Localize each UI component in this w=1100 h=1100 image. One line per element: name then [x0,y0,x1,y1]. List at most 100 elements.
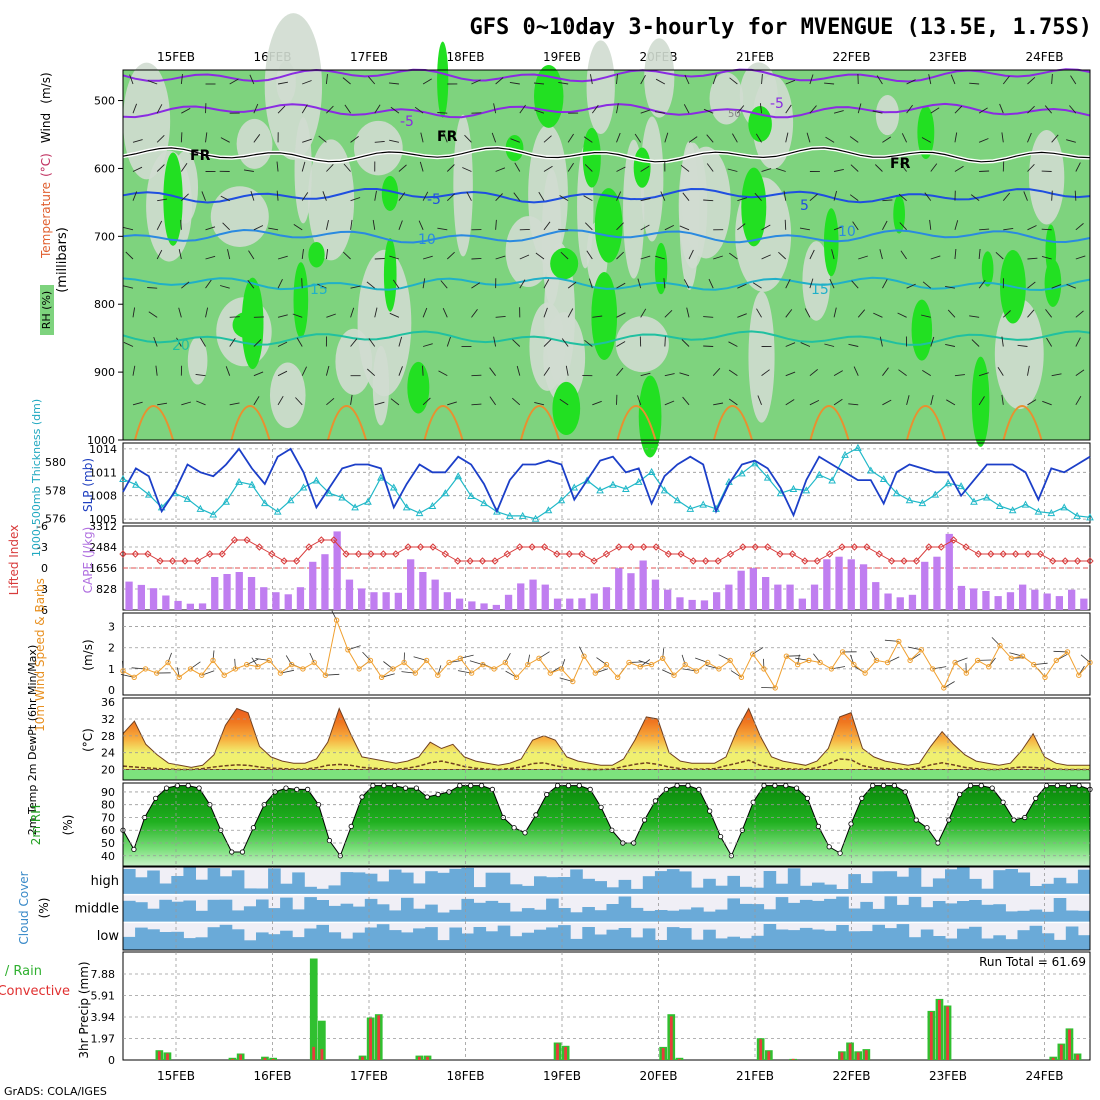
wind-barb [253,225,264,231]
wind-barb [181,401,192,406]
footer-credit: GrADS: COLA/IGES [4,1085,107,1098]
thickness-marker [402,503,411,511]
cape-bar [970,588,978,610]
cape-axis-label: CAPE (J/kg) [81,527,95,594]
rh-marker [826,844,832,850]
cloud-bar [219,899,233,923]
precip-convective-bar [929,1012,933,1060]
wind-speed-marker [412,670,418,676]
cape-bar [847,559,855,610]
wind-barb [178,307,182,318]
cloud-bar [449,868,462,895]
wind-barb [833,398,843,406]
wind-barb [1001,394,1004,405]
cape-bar [688,599,696,610]
wind-barb-10m [850,654,855,665]
lifted-index-tick-label: -3 [37,541,48,554]
wind-barb [706,163,714,172]
wind-speed-marker [795,661,801,668]
cape-bar [651,579,660,610]
wind-barb [979,228,990,231]
wind-speed-marker [187,666,194,672]
cape-bar [431,579,439,610]
wind-barb [422,365,424,376]
wind-barb [565,365,569,376]
cloud-bar [364,898,378,923]
cloud-bar [425,927,438,950]
thickness-marker [312,476,321,484]
wind-barb [471,79,481,85]
slp-tick-label: 1011 [89,466,117,479]
wind-barb [156,134,165,143]
cloud-bar [932,878,946,895]
wind-barb [559,398,569,406]
cloud-bar [715,938,728,950]
wind-barb [567,281,577,289]
surface-contour [906,405,946,441]
wind-barb [737,283,747,289]
cloud-bar [268,908,281,923]
cloud-bar [945,903,958,923]
wind-barb [558,228,569,231]
lifted-index-marker [218,550,226,558]
rh-moist-patch [550,248,579,280]
rh-moist-patch [981,251,994,287]
wind-barb [156,164,165,172]
wind-barb [928,74,932,85]
rh-dry-patch [1029,129,1065,225]
cloud-bar [896,904,910,923]
cape-bar [700,600,709,610]
upper-air-frame [122,69,1091,441]
cloud-bar [1041,883,1055,895]
wind-barb [1027,257,1038,260]
wind-barb [930,394,934,405]
wind-barb [446,164,455,172]
rh-marker [185,782,191,789]
lifted-index-marker [243,536,251,544]
rh-marker [250,825,256,831]
wind-barb [680,164,690,172]
wind-barb [713,402,724,406]
run-total-label: Run Total = 61.69 [979,955,1086,969]
cape-bar [859,564,868,610]
rh-marker [1011,817,1017,823]
rh-dry-patch [187,336,208,385]
date-label-top: 19FEB [543,50,581,64]
rh-dry-patch [615,316,669,373]
wind-barb [882,367,889,376]
cloud-bar [135,902,148,923]
cloud-bar [243,940,257,950]
cloud-bar [606,887,620,895]
cloud-bar [606,929,620,950]
wind-barb [538,191,545,201]
rh-dry-patch [994,298,1044,410]
cloud-bar [292,909,305,923]
wind-barb [588,278,593,289]
cloud-bar [1041,933,1055,950]
precip-convective-bar [426,1056,429,1060]
slp-tick-label: 1008 [89,490,117,503]
wind-barb [178,249,182,260]
lifted-index-marker [181,557,189,565]
cloud-bar [207,868,221,895]
cloud-bar [884,896,898,923]
cloud-bar [195,937,209,950]
cape-bar [1006,592,1015,610]
wind-barb [438,370,448,377]
wind-barb [906,79,916,85]
cloud-bar [388,869,402,895]
wind-barb [882,136,892,143]
wind-barb [833,168,844,172]
wind-barb [824,343,835,347]
rh-marker [837,850,843,856]
temp-frame [122,697,1091,781]
isotherm-label: 50 [728,109,741,120]
isotherm-label: FR [190,148,211,164]
rh-marker [489,786,495,793]
thickness-marker [544,506,553,514]
precip-convective-bar [669,1016,673,1060]
wind-barb [970,194,980,202]
wind-speed-marker [772,685,778,691]
rh-marker [1054,782,1061,789]
cape-bar [296,587,305,610]
